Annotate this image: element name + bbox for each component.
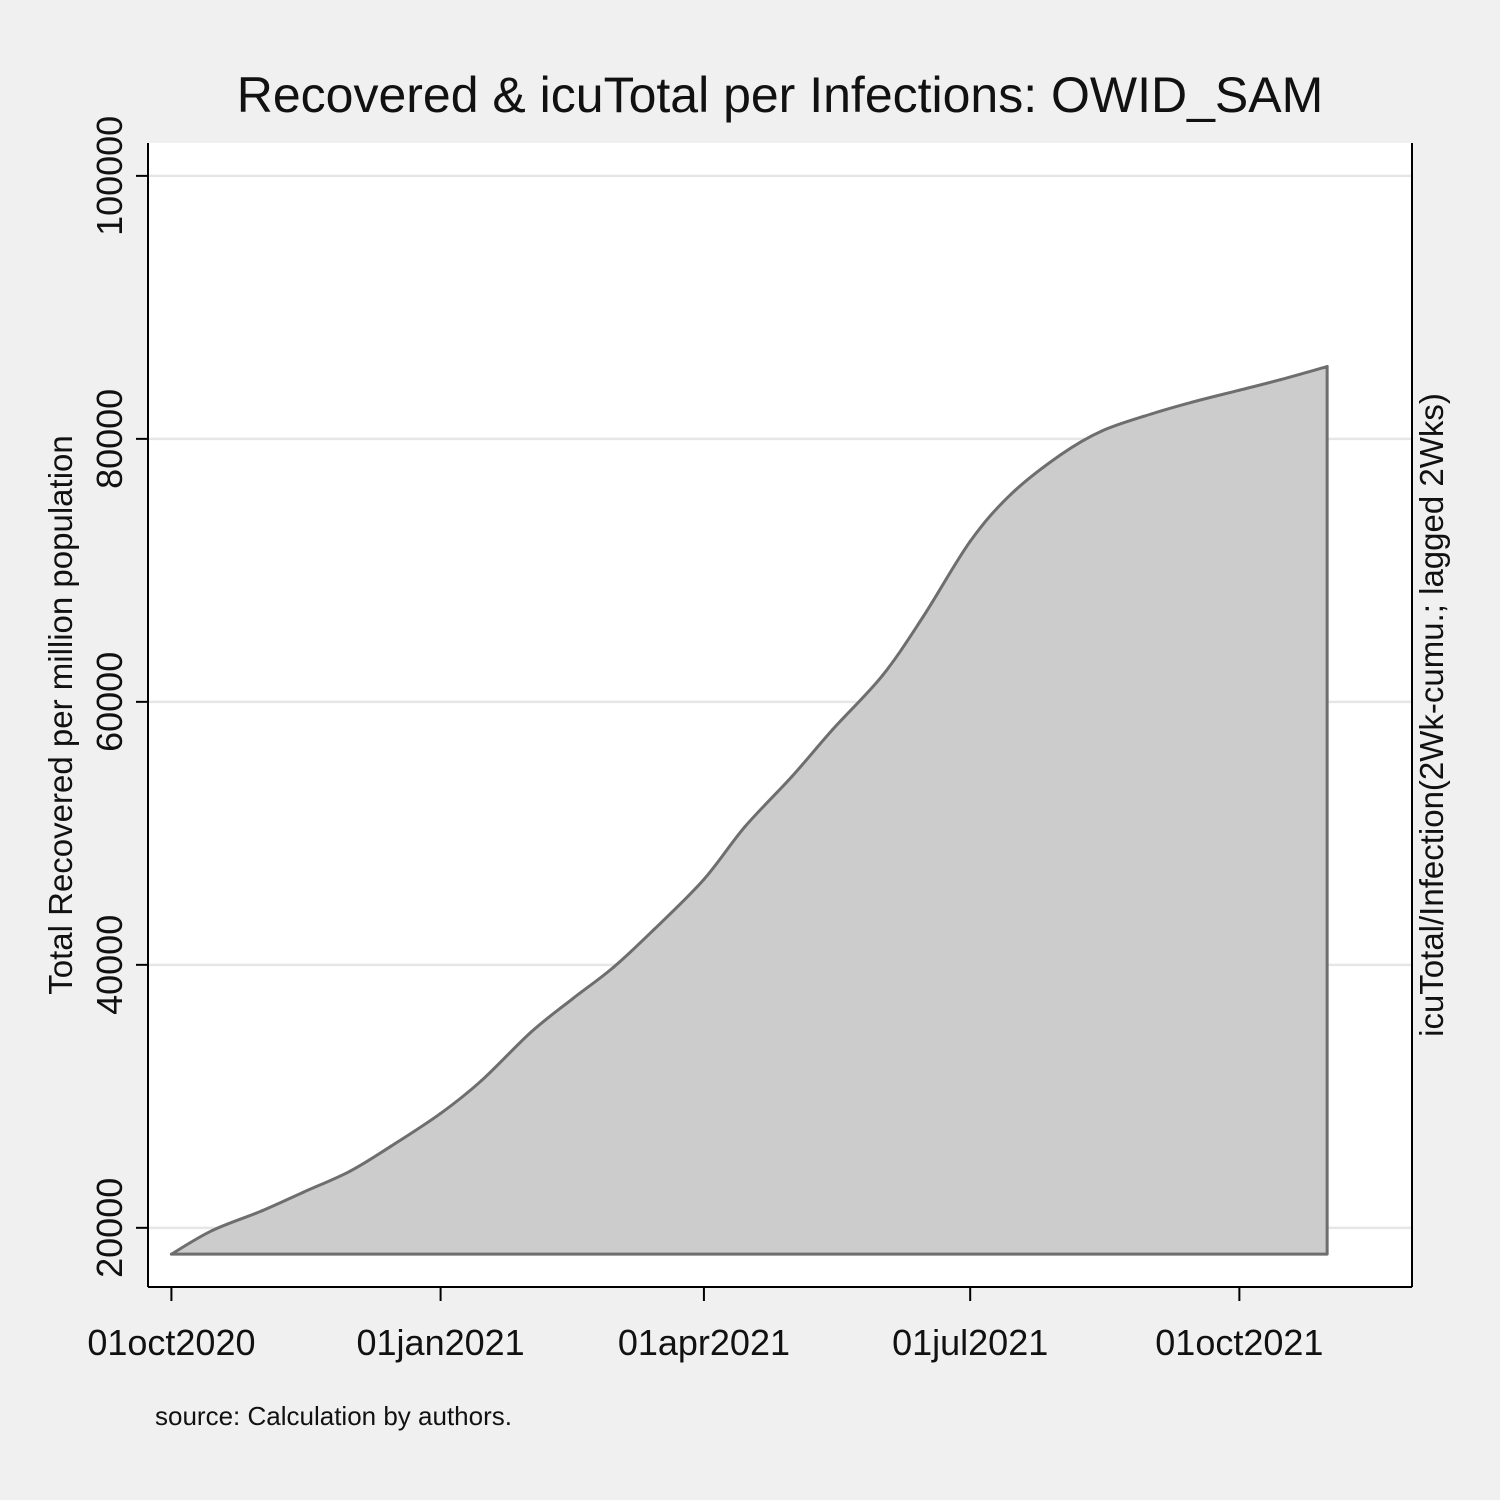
- x-tick-label: 01oct2020: [87, 1322, 255, 1363]
- x-tick-label: 01jul2021: [892, 1322, 1048, 1363]
- series-outline: [169, 365, 1329, 1256]
- series-point: [652, 927, 656, 931]
- x-tick-label: 01apr2021: [618, 1322, 790, 1363]
- series-point: [1237, 388, 1241, 392]
- series-point: [743, 825, 747, 829]
- series-point: [348, 1169, 352, 1173]
- series-point: [1150, 412, 1154, 416]
- series-point: [880, 674, 884, 678]
- y-axis-label-right: icuTotal/Infection(2Wk-cumu.; lagged 2Wk…: [1413, 393, 1450, 1037]
- series-point: [968, 539, 972, 543]
- series-point: [1278, 378, 1282, 382]
- series-area: [171, 366, 1328, 1255]
- y-tick-label: 60000: [89, 652, 130, 752]
- x-tick-label: 01jan2021: [357, 1322, 525, 1363]
- source-note: source: Calculation by authors.: [155, 1401, 512, 1431]
- y-tick-label: 20000: [89, 1178, 130, 1278]
- x-axis: 01oct2020 01jan2021 01apr2021 01jul2021 01oc…: [87, 1287, 1323, 1363]
- series-layer: [169, 365, 1329, 1256]
- x-tick-label: 01oct2021: [1155, 1322, 1323, 1363]
- series-point: [1325, 365, 1329, 369]
- y-tick-label: 100000: [89, 116, 130, 236]
- series-point: [790, 775, 794, 779]
- series-point: [210, 1228, 214, 1232]
- series-point: [1100, 429, 1104, 433]
- series-point: [260, 1209, 264, 1213]
- series-point: [1191, 400, 1195, 404]
- series-point: [169, 1252, 173, 1256]
- series-point: [1009, 492, 1013, 496]
- y-tick-label: 40000: [89, 915, 130, 1015]
- series-point: [1059, 453, 1063, 457]
- series-point: [921, 614, 925, 618]
- series-point: [611, 965, 615, 969]
- chart-title: Recovered & icuTotal per Infections: OWI…: [237, 67, 1324, 123]
- series-point: [301, 1190, 305, 1194]
- series-point: [529, 1030, 533, 1034]
- series-point: [480, 1079, 484, 1083]
- series-point: [570, 997, 574, 1001]
- y-axis: 20000 40000 60000 80000 100000: [89, 116, 148, 1278]
- y-axis-label-left: Total Recovered per million population: [42, 435, 79, 995]
- y-tick-label: 80000: [89, 389, 130, 489]
- series-point: [702, 877, 706, 881]
- series-point: [389, 1144, 393, 1148]
- series-point: [439, 1111, 443, 1115]
- series-point: [831, 727, 835, 731]
